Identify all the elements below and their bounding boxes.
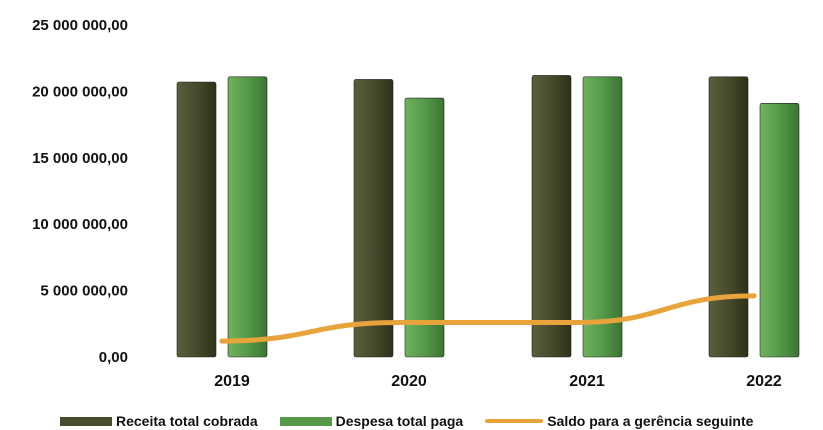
legend-swatch-saldo — [485, 419, 544, 423]
bar-receita — [708, 76, 749, 358]
line-point-saldo — [751, 293, 757, 299]
x-tick-label: 2019 — [214, 373, 250, 390]
bar-despesa — [227, 76, 268, 358]
legend-label-saldo: Saldo para a gerência seguinte — [547, 413, 754, 429]
y-tick-label: 10 000 000,00 — [32, 216, 128, 233]
x-tick-label: 2022 — [746, 373, 782, 390]
y-tick-label: 15 000 000,00 — [32, 150, 128, 167]
x-tick-label: 2021 — [569, 373, 605, 390]
bar-despesa — [759, 103, 800, 358]
bar-despesa — [404, 97, 445, 358]
y-tick-label: 20 000 000,00 — [32, 83, 128, 100]
line-series-group — [219, 293, 757, 344]
bar-receita — [531, 75, 572, 358]
bar-receita — [353, 79, 394, 358]
legend-item-despesa: Despesa total paga — [279, 413, 464, 429]
line-point-saldo — [219, 338, 225, 344]
legend-swatch-despesa — [279, 416, 332, 426]
x-tick-label: 2020 — [391, 373, 427, 390]
bar-despesa — [582, 76, 623, 358]
legend-item-saldo: Saldo para a gerência seguinte — [485, 413, 753, 429]
y-tick-label: 0,00 — [99, 349, 128, 366]
y-axis: 0,00 5 000 000,00 10 000 000,00 15 000 000,… — [32, 17, 128, 366]
bar-receita — [176, 81, 217, 358]
y-tick-label: 5 000 000,00 — [40, 283, 128, 300]
bars-group — [176, 75, 800, 358]
legend-item-receita: Receita total cobrada — [60, 413, 258, 429]
x-axis: 2019 2020 2021 2022 — [214, 373, 782, 390]
line-saldo — [219, 293, 757, 344]
line-point-saldo — [574, 319, 580, 325]
y-tick-label: 25 000 000,00 — [32, 17, 128, 34]
line-point-saldo — [396, 319, 402, 325]
legend-swatch-receita — [60, 416, 112, 426]
legend-label-receita: Receita total cobrada — [116, 413, 258, 429]
legend-label-despesa: Despesa total paga — [335, 413, 464, 429]
legend: Receita total cobrada Despesa total paga… — [60, 413, 775, 429]
